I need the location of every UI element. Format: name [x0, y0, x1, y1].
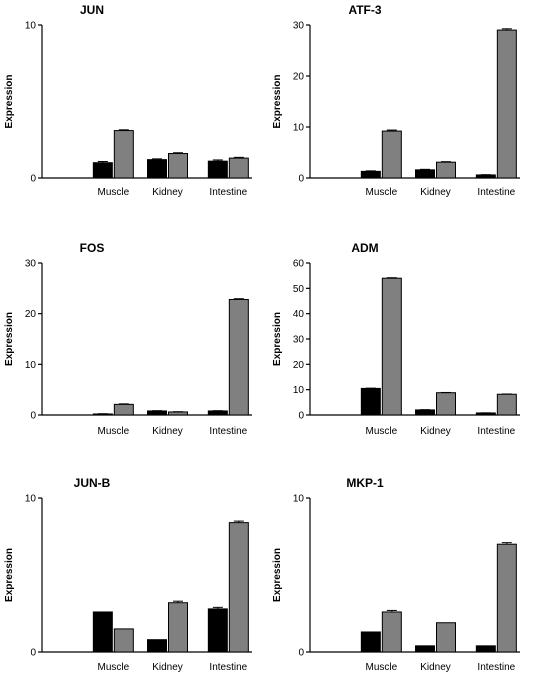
panel-2-bar-intestine-2 [496, 29, 517, 179]
panel-5-y-tick-label: 0 [30, 648, 36, 659]
panel-3-category-label: Intestine [209, 426, 247, 437]
panel-3-bar-kidney-2 [168, 411, 188, 416]
panel-4-y-tick-label: 20 [293, 360, 305, 371]
panel-3-category-label: Muscle [97, 426, 129, 437]
panel-1-bar-intestine-2 [228, 157, 249, 179]
panel-4-y-tick-label: 30 [293, 335, 305, 346]
panel-2-category-label: Intestine [477, 187, 515, 198]
panel-3-title: FOS [80, 241, 105, 255]
panel-3-bar-kidney-1 [147, 410, 167, 416]
panel-2-bar-muscle-1 [360, 170, 381, 179]
panel-3-y-tick-label: 10 [25, 360, 37, 371]
panel-2-y-tick-label: 20 [293, 72, 305, 83]
panel-4-bar-kidney-1 [415, 409, 435, 416]
panel-3-bar-muscle-2 [113, 403, 134, 416]
panel-6-bar-kidney-1 [415, 645, 435, 653]
panel-5-bar-intestine-1 [207, 608, 228, 653]
panel-4-category-label: Muscle [365, 426, 397, 437]
panel-4-bar-muscle-2 [381, 277, 402, 416]
panel-4-y-tick-label: 10 [293, 385, 305, 396]
panel-2-y-axis-label: Expression [272, 75, 283, 129]
panel-3-bar-intestine-1 [207, 410, 228, 416]
panel-3-y-tick-label: 0 [30, 411, 36, 422]
panel-1-category-label: Muscle [97, 187, 129, 198]
panel-1-category-label: Kidney [152, 187, 183, 198]
panel-5-y-tick-label: 10 [25, 494, 37, 505]
panel-4-y-axis-label: Expression [272, 312, 283, 366]
panel-4-category-label: Kidney [420, 426, 451, 437]
panel-1-bar-intestine-1 [207, 160, 228, 179]
panel-6-y-tick-label: 10 [293, 494, 305, 505]
panel-3-bar-intestine-2 [228, 298, 249, 416]
panel-1-y-axis-label: Expression [4, 75, 15, 129]
panel-5-category-label: Kidney [152, 662, 183, 673]
panel-4-y-tick-label: 60 [293, 259, 305, 270]
panel-2-title: ATF-3 [348, 3, 381, 17]
panel-6-title: MKP-1 [346, 476, 384, 490]
panel-5-category-label: Muscle [97, 662, 129, 673]
panel-6-bar-kidney-2 [436, 622, 456, 653]
panel-6-bar-muscle-2 [381, 611, 402, 653]
panel-4-y-tick-label: 40 [293, 309, 305, 320]
panel-6-bar-intestine-1 [475, 645, 496, 653]
panel-2-bar-intestine-1 [475, 174, 496, 179]
panel-4-title: ADM [351, 241, 378, 255]
panel-6-y-tick-label: 0 [298, 648, 304, 659]
panel-2-category-label: Kidney [420, 187, 451, 198]
panel-2-y-tick-label: 30 [293, 21, 305, 32]
panel-1-bar-muscle-1 [92, 162, 113, 179]
panel-6-bar-intestine-2 [496, 543, 517, 653]
panel-1-y-tick-label: 0 [30, 174, 36, 185]
panel-2-y-tick-label: 10 [293, 123, 305, 134]
panel-1-y-tick-label: 10 [25, 21, 37, 32]
panel-5-y-axis-label: Expression [4, 548, 15, 602]
panel-2-y-tick-label: 0 [298, 174, 304, 185]
panel-5-bar-intestine-2 [228, 522, 249, 653]
panel-6-category-label: Muscle [365, 662, 397, 673]
panel-2-bar-muscle-2 [381, 130, 402, 179]
panel-3-y-tick-label: 20 [25, 309, 37, 320]
panel-4-y-tick-label: 50 [293, 284, 305, 295]
panel-4-bar-kidney-2 [436, 392, 456, 416]
panel-5-title: JUN-B [74, 476, 111, 490]
panel-5-bar-kidney-2 [168, 602, 188, 653]
panel-5-bar-kidney-1 [147, 639, 167, 653]
panel-6-category-label: Kidney [420, 662, 451, 673]
panel-2-bar-kidney-2 [436, 161, 456, 179]
panel-4-bar-intestine-2 [496, 393, 517, 416]
panel-4-category-label: Intestine [477, 426, 515, 437]
panel-2-bar-kidney-1 [415, 169, 435, 179]
panel-4-y-tick-label: 0 [298, 411, 304, 422]
panel-1-bar-muscle-2 [113, 130, 134, 179]
panel-5-bar-muscle-2 [113, 628, 134, 653]
panel-6-category-label: Intestine [477, 662, 515, 673]
panel-3-y-axis-label: Expression [4, 312, 15, 366]
panel-3-category-label: Kidney [152, 426, 183, 437]
panel-4-bar-muscle-1 [360, 387, 381, 416]
panel-6-y-axis-label: Expression [272, 548, 283, 602]
panel-6-bar-muscle-1 [360, 631, 381, 653]
panel-2-category-label: Muscle [365, 187, 397, 198]
panel-1-title: JUN [80, 3, 104, 17]
panel-3-y-tick-label: 30 [25, 259, 37, 270]
panel-5-bar-muscle-1 [92, 611, 113, 653]
panel-1-bar-kidney-1 [147, 159, 167, 179]
panel-1-bar-kidney-2 [168, 153, 188, 179]
panel-1-category-label: Intestine [209, 187, 247, 198]
panel-5-category-label: Intestine [209, 662, 247, 673]
